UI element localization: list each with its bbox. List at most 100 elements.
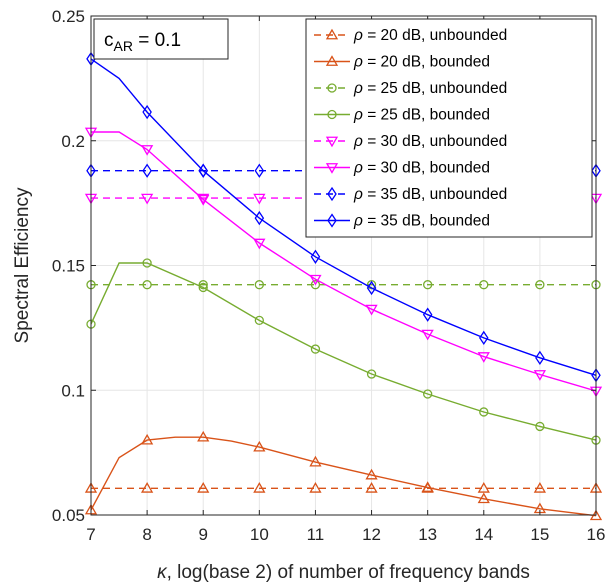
- triangle-down-marker: [253, 193, 266, 205]
- x-tick-label: 14: [474, 525, 493, 544]
- c-ar-annotation: cAR = 0.1: [93, 18, 229, 60]
- circle-marker: [310, 344, 321, 354]
- x-tick-label: 10: [250, 525, 269, 544]
- triangle-down-marker: [140, 145, 154, 156]
- triangle-down-marker: [365, 304, 378, 316]
- diamond-marker: [254, 163, 265, 178]
- series-line: [90, 262, 597, 441]
- legend-label: ρ = 20 dB, bounded: [353, 54, 490, 71]
- triangle-down-marker: [309, 274, 322, 286]
- x-tick-label: 7: [86, 525, 95, 544]
- y-tick-label: 0.25: [52, 7, 85, 26]
- annotation-box: [93, 18, 229, 60]
- legend-entry: ρ = 25 dB, unbounded: [314, 80, 507, 97]
- legend-box: [305, 18, 593, 238]
- legend: ρ = 20 dB, unbounded ρ = 20 dB, bounded ρ …: [305, 18, 593, 238]
- triangle-down-marker: [140, 193, 154, 205]
- legend-entry: ρ = 20 dB, bounded: [314, 54, 490, 71]
- triangle-marker: [325, 28, 339, 40]
- triangle-marker: [309, 455, 322, 467]
- diamond-marker: [422, 307, 433, 322]
- triangle-down-marker: [197, 194, 210, 206]
- circle-marker: [198, 282, 208, 293]
- circle-marker: [327, 83, 337, 93]
- x-axis-label: κ, log(base 2) of number of frequency ba…: [157, 562, 530, 583]
- legend-entry: ρ = 25 dB, bounded: [314, 107, 490, 124]
- y-axis-ticks: 0.05 0.1 0.15 0.2 0.25: [52, 7, 596, 525]
- legend-label-text: = 30 dB, bounded: [363, 160, 490, 177]
- circle-marker: [310, 280, 321, 290]
- triangle-marker: [140, 433, 154, 445]
- x-tick-label: 15: [530, 525, 549, 544]
- series-line: [90, 436, 597, 517]
- triangle-marker: [365, 468, 378, 480]
- triangle-down-marker: [325, 163, 339, 174]
- diamond-marker: [327, 186, 337, 202]
- triangle-marker: [477, 481, 490, 493]
- x-tick-label: 8: [142, 525, 151, 544]
- circle-marker: [142, 280, 152, 290]
- triangle-marker: [533, 481, 547, 493]
- circle-marker: [254, 315, 264, 326]
- y-tick-label: 0.15: [52, 257, 85, 276]
- x-tick-label: 16: [587, 525, 606, 544]
- legend-entry: ρ = 35 dB, unbounded: [314, 186, 507, 203]
- triangle-marker: [197, 481, 210, 493]
- triangle-marker: [140, 481, 154, 493]
- x-axis-label-text: , log(base 2) of number of frequency ban…: [167, 562, 530, 583]
- annotation-value: = 0.1: [133, 30, 181, 51]
- series-line: [90, 58, 597, 376]
- diamond-marker: [198, 163, 209, 178]
- legend-entry: ρ = 20 dB, unbounded: [314, 27, 507, 44]
- diamond-marker: [310, 249, 321, 264]
- legend-label-text: = 30 dB, unbounded: [363, 133, 507, 150]
- x-tick-label: 9: [198, 525, 207, 544]
- circle-marker: [327, 109, 337, 120]
- legend-label-text: = 20 dB, unbounded: [363, 27, 507, 44]
- series-line: [91, 131, 597, 392]
- series-6: [84, 127, 603, 398]
- diamond-marker: [254, 210, 265, 226]
- triangle-marker: [309, 481, 322, 493]
- circle-marker: [198, 280, 208, 290]
- legend-entry: ρ = 35 dB, bounded: [314, 213, 490, 230]
- circle-marker: [479, 407, 489, 417]
- circle-marker: [254, 280, 264, 290]
- y-tick-label: 0.05: [52, 506, 85, 525]
- legend-entry: ρ = 30 dB, unbounded: [314, 133, 507, 150]
- legend-label: ρ = 30 dB, unbounded: [353, 133, 507, 150]
- diamond-marker: [142, 104, 152, 120]
- legend-entry: ρ = 30 dB, bounded: [314, 160, 490, 177]
- circle-marker: [142, 258, 152, 268]
- circle-marker: [479, 280, 489, 290]
- y-axis-label: Spectral Efficiency: [12, 187, 33, 343]
- legend-label-symbol: ρ: [353, 27, 363, 44]
- diamond-marker: [478, 330, 489, 346]
- circle-marker: [366, 369, 377, 379]
- annotation-subscript: AR: [114, 38, 133, 54]
- circle-marker: [423, 389, 433, 399]
- legend-label-symbol: ρ: [353, 80, 363, 97]
- triangle-down-marker: [477, 352, 490, 363]
- triangle-marker: [477, 492, 490, 504]
- series-3: [86, 280, 601, 290]
- legend-label: ρ = 35 dB, bounded: [353, 213, 490, 230]
- diamond-marker: [142, 163, 152, 178]
- legend-label: ρ = 20 dB, unbounded: [353, 27, 507, 44]
- triangle-down-marker: [253, 238, 266, 250]
- x-tick-label: 11: [307, 525, 325, 544]
- y-tick-label: 0.1: [61, 381, 85, 400]
- legend-label: ρ = 25 dB, bounded: [353, 107, 490, 124]
- legend-label: ρ = 35 dB, unbounded: [353, 186, 507, 203]
- legend-label-symbol: ρ: [353, 54, 363, 71]
- circle-marker: [423, 280, 433, 290]
- triangle-marker: [421, 481, 434, 492]
- legend-label-text: = 35 dB, bounded: [363, 213, 490, 230]
- annotation-text: cAR = 0.1: [104, 30, 181, 54]
- series-1: [84, 481, 603, 493]
- triangle-marker: [197, 430, 210, 442]
- legend-label-text: = 35 dB, unbounded: [363, 186, 507, 203]
- y-tick-label: 0.2: [61, 132, 85, 151]
- legend-label-symbol: ρ: [353, 213, 363, 230]
- diamond-marker: [327, 213, 337, 228]
